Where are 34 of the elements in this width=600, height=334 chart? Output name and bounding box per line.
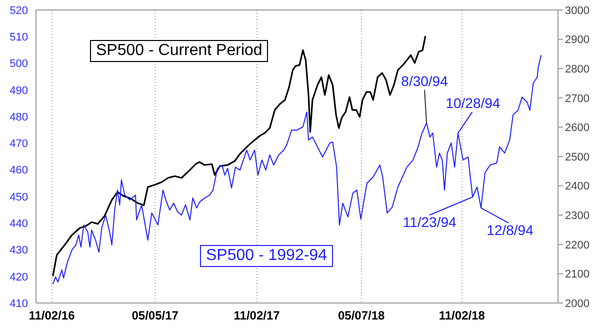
x-tick-label: 05/05/17 [132, 308, 179, 323]
y2-tick-label: 3000 [565, 4, 590, 17]
x-tick-label: 11/02/16 [28, 308, 76, 323]
x-tick-label: 11/02/18 [438, 308, 486, 323]
y2-tick-label: 2300 [565, 210, 590, 222]
y-tick-label: 430 [10, 244, 28, 257]
annotation: 10/28/94 [446, 95, 500, 112]
y-tick-label: 470 [10, 138, 28, 150]
annotation: 8/30/94 [401, 72, 448, 89]
x-tick-label: 11/02/17 [234, 308, 280, 323]
y2-tick-label: 2700 [565, 92, 590, 105]
y-tick-label: 450 [10, 191, 28, 204]
y-tick-label: 440 [10, 218, 28, 230]
y-tick-label: 490 [10, 84, 28, 97]
y-tick-label: 410 [10, 298, 28, 310]
y2-tick-label: 2800 [565, 64, 590, 76]
y-tick-label: 500 [10, 58, 28, 70]
y2-tick-label: 2600 [565, 122, 590, 134]
y-tick-label: 460 [10, 164, 28, 177]
y2-tick-label: 2900 [565, 34, 590, 46]
y2-tick-label: 2500 [565, 151, 590, 164]
series-label: SP500 - 1992-94 [200, 245, 333, 267]
annotation: 12/8/94 [486, 222, 534, 238]
y-tick-label: 510 [10, 32, 28, 44]
y2-tick-label: 2200 [565, 239, 590, 252]
y2-tick-label: 2400 [565, 180, 590, 193]
y-tick-label: 480 [10, 111, 28, 124]
y2-tick-label: 2000 [565, 298, 590, 310]
annotation: 11/23/94 [402, 214, 457, 230]
y-tick-label: 520 [10, 4, 28, 17]
y-tick-label: 420 [10, 271, 28, 284]
text: SP500 - Current Period [90, 40, 268, 62]
y2-tick-label: 2100 [565, 268, 590, 281]
x-tick-label: 05/07/18 [338, 308, 386, 323]
